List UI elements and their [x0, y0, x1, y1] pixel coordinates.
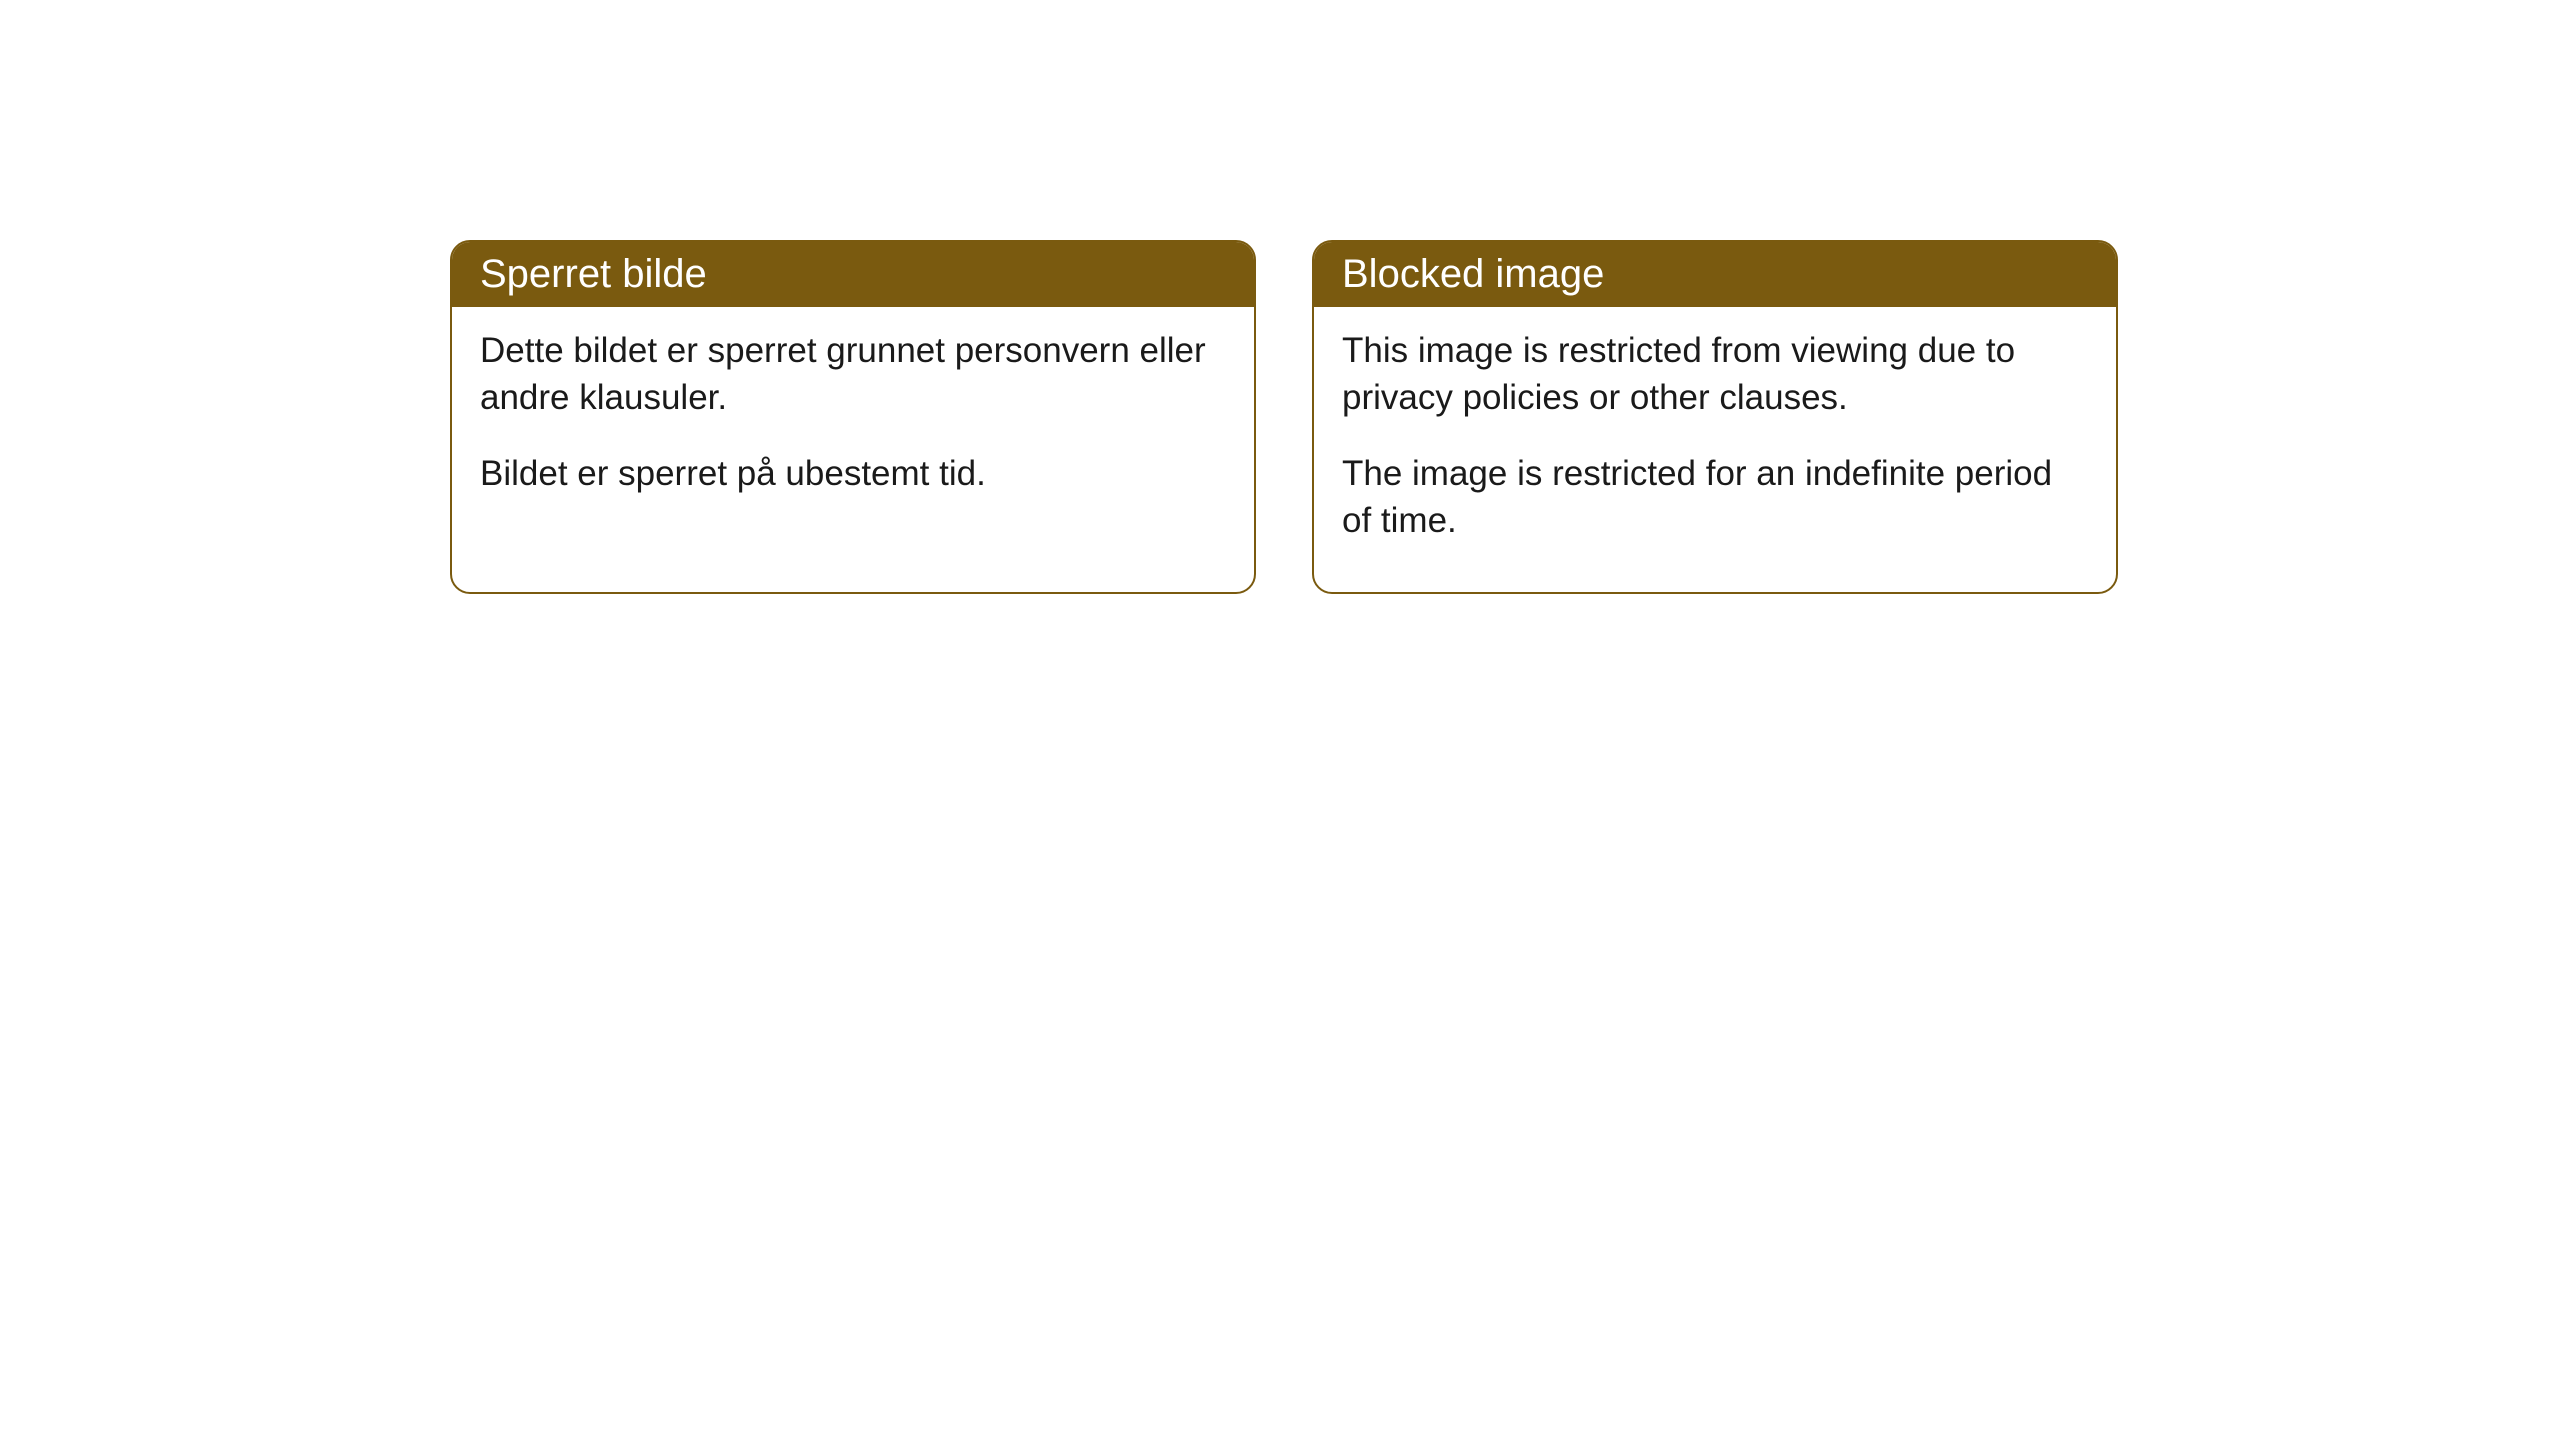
card-paragraph-2-english: The image is restricted for an indefinit…: [1342, 450, 2088, 545]
card-body-english: This image is restricted from viewing du…: [1314, 307, 2116, 592]
card-english: Blocked image This image is restricted f…: [1312, 240, 2118, 594]
card-norwegian: Sperret bilde Dette bildet er sperret gr…: [450, 240, 1256, 594]
cards-container: Sperret bilde Dette bildet er sperret gr…: [450, 240, 2118, 594]
card-body-norwegian: Dette bildet er sperret grunnet personve…: [452, 307, 1254, 545]
card-header-norwegian: Sperret bilde: [452, 242, 1254, 307]
card-paragraph-2-norwegian: Bildet er sperret på ubestemt tid.: [480, 450, 1226, 497]
card-paragraph-1-english: This image is restricted from viewing du…: [1342, 327, 2088, 422]
card-header-english: Blocked image: [1314, 242, 2116, 307]
card-paragraph-1-norwegian: Dette bildet er sperret grunnet personve…: [480, 327, 1226, 422]
